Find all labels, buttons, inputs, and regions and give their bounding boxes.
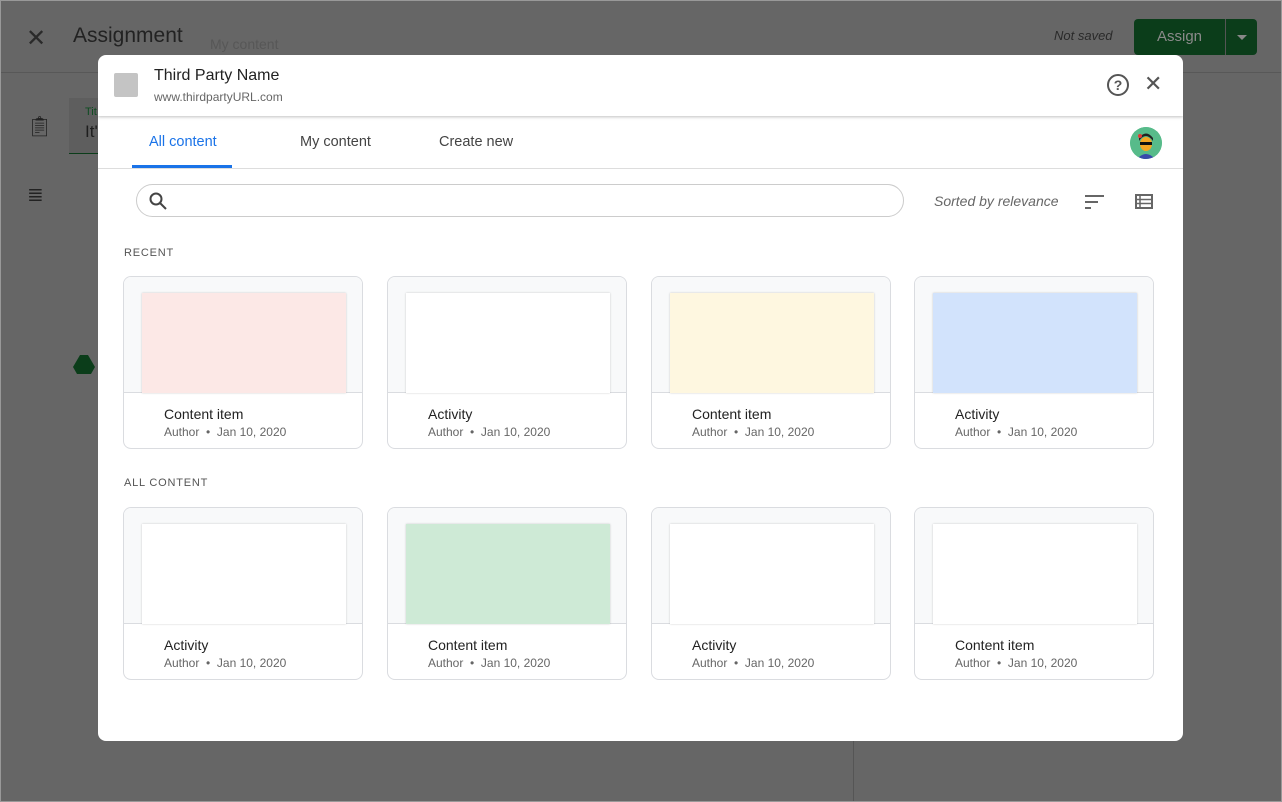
card-author: Author (692, 656, 728, 670)
content-card[interactable]: Content item Author • Jan 10, 2020 (914, 507, 1154, 680)
card-meta: Author • Jan 10, 2020 (692, 425, 815, 439)
card-date: Jan 10, 2020 (1007, 425, 1078, 439)
card-author: Author (955, 425, 991, 439)
avatar[interactable] (1130, 127, 1162, 159)
card-preview (388, 277, 626, 393)
card-thumbnail (142, 524, 346, 624)
provider-name: Third Party Name (154, 67, 280, 84)
provider-url: www.thirdpartyURL.com (154, 90, 283, 104)
card-thumbnail (933, 293, 1137, 393)
content-card[interactable]: Content item Author • Jan 10, 2020 (387, 507, 627, 680)
tab-all-content[interactable]: All content (149, 134, 217, 150)
card-preview (124, 277, 362, 393)
active-tab-indicator (132, 165, 232, 168)
search-icon (149, 192, 167, 210)
card-date: Jan 10, 2020 (744, 425, 815, 439)
card-preview (652, 508, 890, 624)
search-input[interactable] (136, 184, 904, 217)
card-meta: Author • Jan 10, 2020 (692, 656, 815, 670)
content-card[interactable]: Activity Author • Jan 10, 2020 (387, 276, 627, 449)
content-card[interactable]: Activity Author • Jan 10, 2020 (914, 276, 1154, 449)
help-icon[interactable]: ? (1107, 74, 1129, 96)
tab-my-content[interactable]: My content (300, 134, 371, 150)
card-title: Content item (692, 406, 772, 422)
card-title: Activity (164, 637, 209, 653)
google-drive-icon[interactable] (73, 355, 95, 375)
card-date: Jan 10, 2020 (216, 656, 287, 670)
list-view-icon[interactable] (1135, 194, 1153, 209)
provider-logo (114, 73, 138, 97)
card-thumbnail (406, 293, 610, 393)
card-date: Jan 10, 2020 (216, 425, 287, 439)
title-field-label: Tit (85, 106, 97, 118)
card-thumbnail (933, 524, 1137, 624)
card-date: Jan 10, 2020 (1007, 656, 1078, 670)
card-date: Jan 10, 2020 (480, 425, 551, 439)
card-meta: Author • Jan 10, 2020 (428, 656, 551, 670)
card-title: Activity (692, 637, 737, 653)
assign-label: Assign (1156, 28, 1203, 45)
section-all-content: ALL CONTENT (124, 477, 209, 489)
card-thumbnail (670, 293, 874, 393)
dialog-header: Third Party Name www.thirdpartyURL.com ?… (98, 55, 1183, 116)
card-thumbnail (670, 524, 874, 624)
section-recent: RECENT (124, 247, 175, 259)
card-preview (915, 508, 1153, 624)
card-meta: Author • Jan 10, 2020 (164, 656, 287, 670)
content-card[interactable]: Content item Author • Jan 10, 2020 (123, 276, 363, 449)
card-author: Author (692, 425, 728, 439)
assignment-icon[interactable]: 📋︎ (27, 116, 53, 138)
card-meta: Author • Jan 10, 2020 (955, 656, 1078, 670)
content-picker-dialog: Third Party Name www.thirdpartyURL.com ?… (98, 55, 1183, 741)
card-title: Activity (955, 406, 1000, 422)
divider (853, 740, 854, 802)
card-title: Activity (428, 406, 473, 422)
ghost-text: My content (210, 36, 279, 52)
card-preview (124, 508, 362, 624)
title-field-value: It' (85, 122, 98, 141)
card-title: Content item (164, 406, 244, 422)
card-title: Content item (955, 637, 1035, 653)
description-icon[interactable]: ≣ (27, 184, 44, 206)
card-preview (652, 277, 890, 393)
card-author: Author (428, 656, 464, 670)
card-author: Author (955, 656, 991, 670)
card-author: Author (164, 425, 200, 439)
card-meta: Author • Jan 10, 2020 (428, 425, 551, 439)
page-title: Assignment (73, 24, 183, 47)
card-date: Jan 10, 2020 (480, 656, 551, 670)
assign-dropdown-icon[interactable] (1225, 19, 1257, 55)
content-card[interactable]: Activity Author • Jan 10, 2020 (123, 507, 363, 680)
content-card[interactable]: Activity Author • Jan 10, 2020 (651, 507, 891, 680)
close-icon[interactable]: ✕ (1144, 71, 1163, 96)
sort-label: Sorted by relevance (934, 193, 1059, 209)
card-title: Content item (428, 637, 508, 653)
card-thumbnail (142, 293, 346, 393)
card-preview (915, 277, 1153, 393)
card-meta: Author • Jan 10, 2020 (955, 425, 1078, 439)
content-card[interactable]: Content item Author • Jan 10, 2020 (651, 276, 891, 449)
card-meta: Author • Jan 10, 2020 (164, 425, 287, 439)
tab-bar: All content My content Create new (98, 117, 1183, 169)
card-thumbnail (406, 524, 610, 624)
card-author: Author (428, 425, 464, 439)
card-date: Jan 10, 2020 (744, 656, 815, 670)
card-author: Author (164, 656, 200, 670)
card-preview (388, 508, 626, 624)
save-status: Not saved (1054, 28, 1113, 43)
assign-button[interactable]: Assign (1134, 19, 1257, 55)
sort-icon[interactable] (1085, 195, 1104, 209)
tab-create-new[interactable]: Create new (439, 134, 514, 150)
close-icon[interactable]: ✕ (26, 25, 47, 52)
